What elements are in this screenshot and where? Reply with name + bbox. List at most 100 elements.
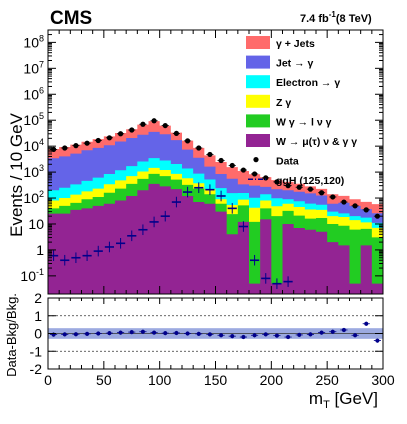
- data-point: [173, 130, 180, 137]
- ratio-point: [308, 332, 313, 337]
- legend-label-jetfake: Jet → γ: [276, 58, 314, 70]
- y-axis-title: Events / 10 GeV: [7, 112, 26, 236]
- x-tick-label: 0: [44, 372, 52, 388]
- data-point: [207, 151, 213, 158]
- legend-swatch-zg: [246, 94, 270, 108]
- data-point: [129, 127, 135, 133]
- data-point: [307, 186, 314, 192]
- ratio-point: [230, 334, 235, 339]
- x-axis-title-unit: [GeV]: [330, 389, 378, 408]
- ratio-point: [319, 330, 324, 335]
- data-point: [363, 207, 369, 213]
- y-tick-label: 10-1: [20, 267, 44, 284]
- ratio-point: [163, 331, 168, 336]
- stack-wmu: [48, 183, 383, 294]
- ratio-point: [85, 331, 90, 336]
- ratio-point: [174, 330, 179, 335]
- legend-label-wg: W γ → l ν γ: [276, 116, 332, 128]
- legend-swatch-wmu: [246, 134, 270, 147]
- data-point: [240, 167, 247, 173]
- data-point: [274, 179, 280, 185]
- ratio-y-tick-label: 1: [34, 308, 42, 324]
- main-panel: 10-1 1 10 102 103 104 105 106 107 108: [20, 29, 384, 295]
- legend-swatch-wg: [246, 114, 270, 128]
- x-tick-label: 200: [260, 372, 284, 388]
- data-point: [285, 183, 291, 189]
- legend-label-data: Data: [276, 156, 299, 168]
- data-point: [341, 199, 347, 205]
- x-axis-title: mT [GeV]: [309, 389, 378, 411]
- data-point: [106, 135, 113, 141]
- experiment-label: CMS: [50, 8, 92, 29]
- data-point: [117, 131, 124, 137]
- x-tick-label: 300: [371, 372, 395, 388]
- ratio-point: [341, 327, 346, 332]
- ratio-panel: -2 -10 1 2 0 50 100 150 200 250 300: [30, 290, 395, 388]
- x-tick-label: 50: [96, 372, 112, 388]
- lumi-label: 7.4 fb-1(8 TeV): [300, 10, 372, 25]
- data-point: [162, 122, 168, 129]
- ratio-y-tick-label: 2: [34, 290, 42, 306]
- stack-area: [48, 121, 383, 294]
- legend-marker-data: [253, 157, 259, 163]
- ratio-point: [286, 335, 291, 340]
- ratio-point: [62, 332, 67, 337]
- ratio-point: [196, 331, 201, 336]
- ratio-point: [252, 333, 257, 338]
- ratio-point: [73, 332, 78, 337]
- data-point: [95, 137, 101, 144]
- data-point: [184, 138, 191, 144]
- data-series: [50, 118, 381, 219]
- legend-label-gjets: γ + Jets: [276, 38, 315, 50]
- y-tick-label: 106: [23, 85, 44, 102]
- y-tick-label: 10: [28, 216, 44, 232]
- y-tick-label: 104: [23, 137, 44, 154]
- ratio-point: [118, 330, 123, 335]
- data-point: [296, 184, 302, 190]
- ratio-point: [185, 331, 190, 336]
- data-point: [84, 140, 90, 146]
- x-tick-label: 150: [204, 372, 228, 388]
- data-point: [50, 146, 57, 152]
- data-point: [140, 121, 146, 127]
- ratio-y-axis-title: Data-Bkg/Bkg.: [4, 293, 19, 377]
- legend-swatch-efake: [246, 75, 270, 89]
- data-point: [330, 194, 336, 200]
- data-point: [251, 171, 258, 177]
- legend-label-zg: Z γ: [276, 97, 291, 109]
- ratio-y-tick-label: 0: [34, 326, 42, 342]
- ratio-point: [274, 333, 279, 338]
- x-axis-title-sub: T: [323, 399, 330, 411]
- ratio-point: [107, 331, 112, 336]
- ratio-point: [219, 333, 224, 338]
- data-point: [318, 190, 325, 196]
- y-tick-label: 108: [23, 33, 44, 50]
- data-point: [73, 143, 79, 149]
- ratio-point: [375, 338, 380, 343]
- signal-series: [49, 182, 293, 289]
- data-point: [263, 175, 269, 181]
- data-point: [196, 145, 202, 151]
- x-tick-label: 100: [148, 372, 172, 388]
- ratio-point: [330, 329, 335, 334]
- ratio-point: [364, 321, 369, 326]
- legend-label-signal: ggH (125,120): [276, 175, 344, 187]
- data-point: [218, 157, 224, 164]
- data-point: [374, 213, 381, 219]
- x-tick-label: 250: [315, 372, 339, 388]
- legend-label-efake: Electron → γ: [276, 77, 340, 89]
- data-point: [151, 118, 157, 124]
- legend: γ + Jets Jet → γ Electron → γ Z γ W γ → l ν …: [246, 36, 357, 187]
- lumi-exponent: -1: [329, 10, 337, 19]
- y-tick-label: 107: [23, 59, 44, 76]
- ratio-y-tick-label: -2: [30, 361, 43, 377]
- lumi-value: 7.4 fb: [300, 13, 329, 25]
- legend-label-wmu: W → μ(τ) ν & γ γ: [276, 136, 357, 148]
- ratio-point: [96, 331, 101, 336]
- data-point: [352, 203, 358, 209]
- ratio-point: [353, 333, 358, 338]
- ratio-point: [241, 335, 246, 340]
- y-tick-label: 1: [36, 242, 44, 258]
- legend-swatch-jetfake: [246, 55, 270, 69]
